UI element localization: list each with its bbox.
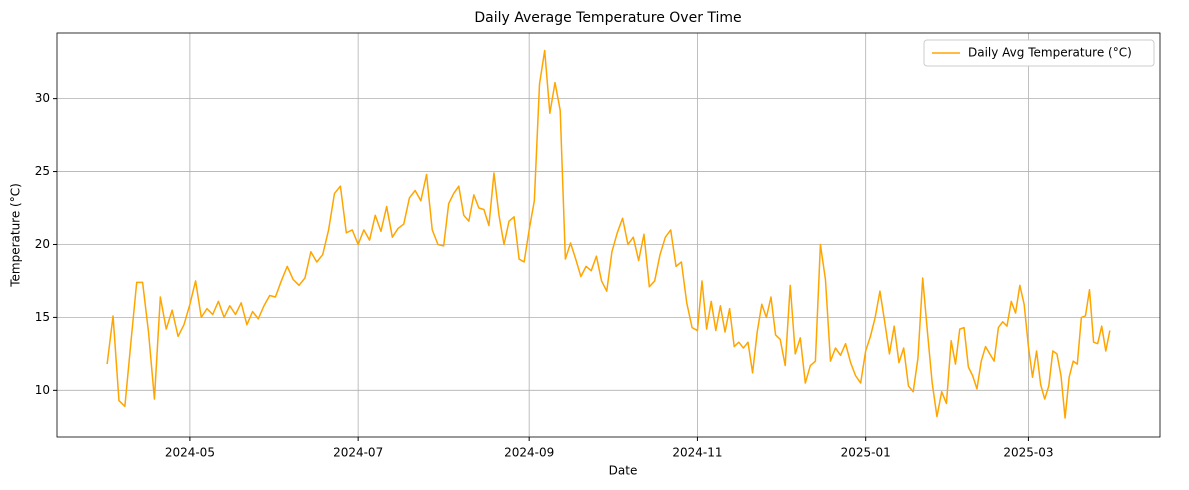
y-tick-label: 15 xyxy=(35,310,50,324)
y-tick-label: 30 xyxy=(35,91,50,105)
plot-frame xyxy=(56,32,1161,438)
y-tick-label: 25 xyxy=(35,164,50,178)
data-line xyxy=(106,49,1111,419)
x-tick-label: 2024-11 xyxy=(672,446,722,460)
legend-box xyxy=(923,39,1155,67)
y-tick-label: 20 xyxy=(35,237,50,251)
y-axis-label: Temperature (°C) xyxy=(9,183,23,288)
x-axis-label: Date xyxy=(609,464,638,478)
chart-title: Daily Average Temperature Over Time xyxy=(474,10,741,26)
x-tick-label: 2025-01 xyxy=(841,446,891,460)
x-tick-label: 2024-05 xyxy=(165,446,215,460)
y-tick-label: 10 xyxy=(35,383,50,397)
x-tick-label: 2024-07 xyxy=(333,446,383,460)
legend-label: Daily Avg Temperature (°C) xyxy=(968,46,1132,60)
x-tick-label: 2025-03 xyxy=(1003,446,1053,460)
x-tick-label: 2024-09 xyxy=(504,446,554,460)
